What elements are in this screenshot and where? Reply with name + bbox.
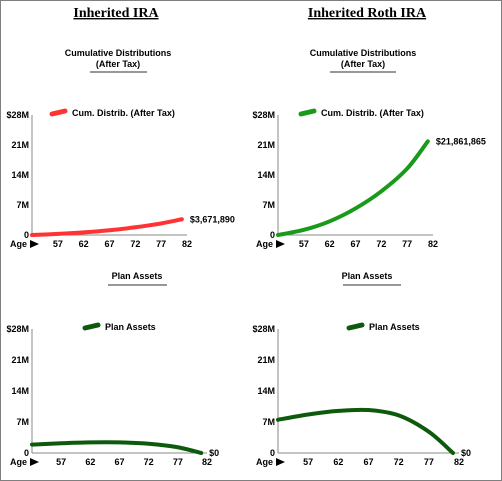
x-tick-label: 62: [79, 239, 89, 249]
x-tick-label: 67: [363, 457, 373, 467]
legend-swatch: [82, 322, 101, 331]
x-tick-label: 72: [394, 457, 404, 467]
x-tick-label: 72: [130, 239, 140, 249]
end-value-label: $3,671,890: [190, 214, 235, 224]
y-tick-label: 21M: [257, 355, 275, 365]
x-tick-label: 67: [104, 239, 114, 249]
y-tick-label: 0: [24, 448, 29, 458]
chart-title: Cumulative Distributions: [65, 48, 172, 58]
legend-label: Cum. Distrib. (After Tax): [321, 108, 424, 118]
chart-3: Plan Assets 0 7M 14M 21M $28M Age 57 62 67 72 77 82 P…: [6, 271, 219, 467]
x-tick-label: 82: [182, 239, 192, 249]
heading-inherited-roth-ira: Inherited Roth IRA: [308, 6, 427, 21]
x-tick-label: 57: [303, 457, 313, 467]
legend-label: Plan Assets: [369, 322, 420, 332]
x-tick-label: 77: [156, 239, 166, 249]
legend-swatch: [49, 108, 68, 117]
y-tick-label: $28M: [252, 110, 275, 120]
x-tick-label: 62: [333, 457, 343, 467]
y-tick-label: 14M: [257, 386, 275, 396]
series-line: [276, 407, 455, 455]
y-tick-label: 0: [24, 230, 29, 240]
chart-1: Cumulative Distributions(After Tax) 0 7M 14…: [6, 48, 234, 249]
x-axis-label: Age: [10, 239, 27, 249]
end-value-label: $0: [461, 448, 471, 458]
x-tick-label: 77: [424, 457, 434, 467]
y-tick-label: 14M: [257, 170, 275, 180]
y-tick-label: 0: [270, 448, 275, 458]
y-tick-label: 14M: [11, 170, 29, 180]
x-axis-arrow-icon: [30, 458, 39, 466]
chart-subtitle: (After Tax): [341, 59, 385, 69]
x-tick-label: 77: [402, 239, 412, 249]
x-tick-label: 72: [376, 239, 386, 249]
y-tick-label: 7M: [16, 200, 29, 210]
x-tick-label: 82: [428, 239, 438, 249]
y-tick-label: 14M: [11, 386, 29, 396]
chart-subtitle: (After Tax): [96, 59, 140, 69]
series-line: [30, 440, 204, 455]
legend-label: Plan Assets: [105, 322, 156, 332]
y-tick-label: 7M: [262, 417, 275, 427]
x-tick-label: 67: [114, 457, 124, 467]
y-tick-label: 21M: [11, 355, 29, 365]
legend-swatch: [298, 108, 317, 117]
y-tick-label: $28M: [6, 324, 29, 334]
x-axis-label: Age: [10, 457, 27, 467]
chart-2: Cumulative Distributions(After Tax) 0 7M 14…: [252, 48, 485, 249]
x-tick-label: 82: [454, 457, 464, 467]
x-tick-label: 72: [144, 457, 154, 467]
x-axis-label: Age: [256, 239, 273, 249]
x-axis-arrow-icon: [276, 240, 285, 248]
y-tick-label: 7M: [262, 200, 275, 210]
x-tick-label: 62: [85, 457, 95, 467]
series-line: [276, 139, 430, 237]
end-value-label: $0: [209, 448, 219, 458]
heading-inherited-ira: Inherited IRA: [73, 6, 159, 21]
x-tick-label: 62: [325, 239, 335, 249]
y-tick-label: 0: [270, 230, 275, 240]
y-tick-label: 21M: [11, 140, 29, 150]
legend-label: Cum. Distrib. (After Tax): [72, 108, 175, 118]
x-tick-label: 77: [173, 457, 183, 467]
chart-title: Plan Assets: [112, 271, 163, 281]
end-value-label: $21,861,865: [436, 136, 486, 146]
series-line: [30, 217, 184, 237]
y-tick-label: 21M: [257, 140, 275, 150]
y-tick-label: $28M: [252, 324, 275, 334]
x-axis-arrow-icon: [30, 240, 39, 248]
x-tick-label: 82: [202, 457, 212, 467]
x-axis-arrow-icon: [276, 458, 285, 466]
legend-swatch: [346, 322, 365, 331]
x-tick-label: 67: [350, 239, 360, 249]
x-tick-label: 57: [53, 239, 63, 249]
y-tick-label: $28M: [6, 110, 29, 120]
x-axis-label: Age: [256, 457, 273, 467]
chart-title: Cumulative Distributions: [310, 48, 417, 58]
y-tick-label: 7M: [16, 417, 29, 427]
chart-title: Plan Assets: [342, 271, 393, 281]
x-tick-label: 57: [56, 457, 66, 467]
x-tick-label: 57: [299, 239, 309, 249]
chart-4: Plan Assets 0 7M 14M 21M $28M Age 57 62 67 72 77 82 P…: [252, 271, 470, 467]
